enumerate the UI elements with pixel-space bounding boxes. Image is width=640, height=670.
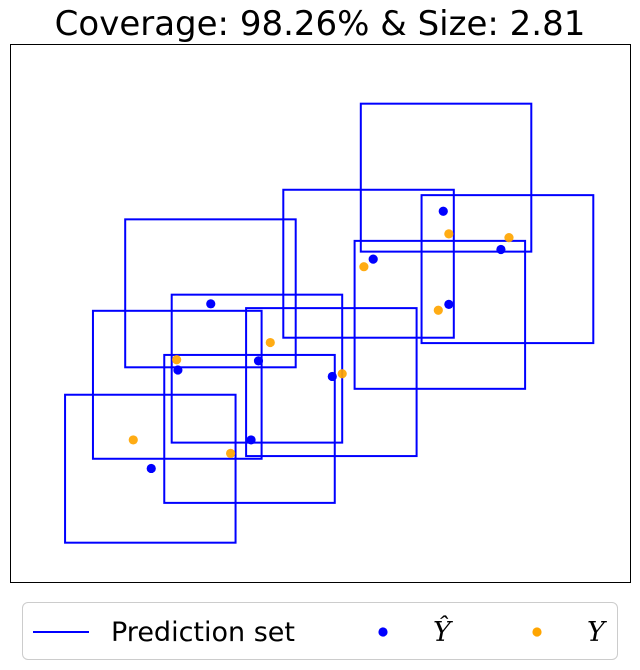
prediction-set-box-4 [163,353,336,504]
legend-item-y-hat: Ŷ [375,603,451,661]
prediction-set-box-1 [64,393,237,544]
y-point-6 [359,262,369,272]
y-point-8 [444,229,454,239]
y-hat-point-5 [253,356,264,366]
prediction-set-box-7 [282,188,455,339]
prediction-set-box-8 [353,239,527,390]
y-point-5 [337,369,347,379]
plot-area-frame [10,44,631,583]
chart-title: Coverage: 98.26% & Size: 2.81 [54,4,586,44]
legend-line-icon [33,631,89,633]
y-point-4 [265,337,275,348]
y-hat-point-10 [496,244,506,255]
chart-plot [10,44,631,583]
y-hat-point-3 [206,299,216,309]
y-hat-point-1 [146,463,156,474]
y-point-1 [128,435,138,445]
prediction-set-box-5 [170,293,344,444]
y-hat-point-6 [327,371,337,382]
legend: Prediction set Ŷ Y [22,602,618,660]
legend-item-y: Y [529,603,605,661]
data-points [128,206,514,474]
y-point-2 [172,355,182,365]
legend-label: Prediction set [111,616,295,648]
prediction-set-box-2 [91,309,263,460]
y-hat-point-4 [246,435,256,445]
legend-dot-icon [532,627,542,637]
prediction-sets [64,102,595,544]
y-hat-point-7 [368,254,378,264]
y-hat-point-9 [444,299,454,309]
legend-label: Y [587,616,605,648]
prediction-set-box-10 [420,194,595,345]
prediction-set-box-3 [124,218,297,369]
y-point-9 [504,233,514,243]
prediction-set-box-6 [245,307,418,458]
legend-item-prediction-set: Prediction set [33,603,295,661]
y-hat-point-8 [438,206,448,216]
legend-dot-icon [378,627,388,637]
y-hat-point-2 [173,365,183,375]
y-point-7 [433,305,443,315]
prediction-set-box-9 [359,102,533,253]
legend-label: Ŷ [433,616,451,648]
y-point-3 [226,448,236,458]
